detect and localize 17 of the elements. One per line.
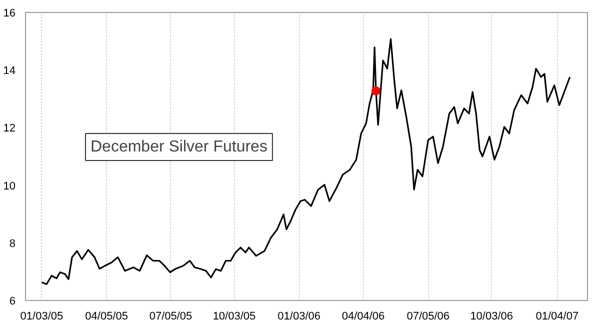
x-tick-label: 04/04/06 bbox=[342, 310, 385, 322]
y-tick-label: 16 bbox=[3, 8, 16, 20]
y-tick-label: 14 bbox=[3, 65, 16, 78]
annotation: December Silver Futures bbox=[90, 138, 268, 156]
x-tick-label: 07/05/05 bbox=[149, 310, 192, 322]
x-tick-label: 10/03/06 bbox=[470, 310, 514, 322]
x-tick-label: 07/05/06 bbox=[406, 310, 450, 322]
x-tick-label: 01/03/06 bbox=[278, 310, 321, 322]
y-tick-label: 8 bbox=[9, 238, 16, 250]
x-tick-label: 04/05/05 bbox=[85, 310, 128, 322]
y-tick-label: 6 bbox=[9, 296, 16, 308]
x-tick-label: 01/03/05 bbox=[20, 310, 64, 322]
x-tick-label: 01/04/07 bbox=[536, 310, 579, 322]
y-tick-label: 10 bbox=[3, 180, 16, 192]
line-series bbox=[40, 38, 571, 285]
x-tick-label: 10/03/05 bbox=[212, 310, 256, 322]
y-tick-label: 12 bbox=[3, 122, 16, 135]
